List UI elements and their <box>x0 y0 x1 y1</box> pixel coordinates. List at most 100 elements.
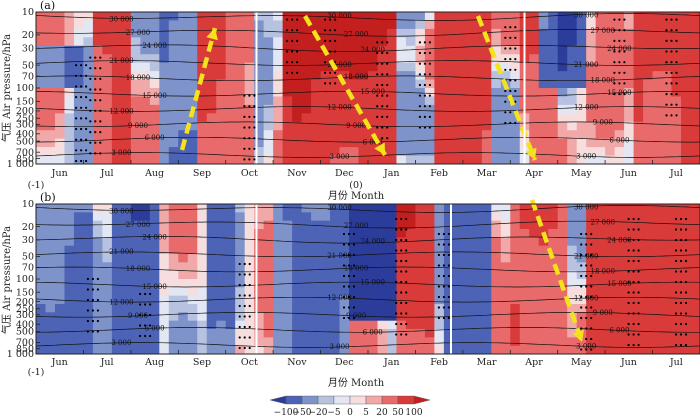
field-cell <box>652 147 663 156</box>
field-cell <box>681 104 691 114</box>
field-cell <box>187 155 198 164</box>
field-cell <box>453 45 464 55</box>
field-cell <box>187 329 198 338</box>
field-cell <box>358 220 369 230</box>
field-cell <box>273 312 284 322</box>
field-cell <box>130 270 141 280</box>
field-cell <box>140 229 151 238</box>
field-cell <box>83 130 94 140</box>
field-cell <box>567 121 578 131</box>
field-cell <box>320 138 331 148</box>
field-cell <box>140 62 151 72</box>
x-tick-label: Jul <box>100 357 114 368</box>
field-cell <box>434 147 445 156</box>
field-cell <box>586 20 597 30</box>
field-cell <box>254 204 265 213</box>
significance-dot <box>674 333 678 336</box>
field-cell <box>273 96 284 106</box>
field-cell <box>273 45 284 55</box>
significance-dot <box>80 106 83 109</box>
field-cell <box>140 245 151 255</box>
significance-dot <box>381 137 384 140</box>
significance-dot <box>442 253 445 257</box>
field-cell <box>605 96 616 106</box>
significance-dot <box>386 51 389 55</box>
field-cell <box>320 147 331 156</box>
field-cell <box>434 71 445 80</box>
field-cell <box>548 147 559 156</box>
significance-dot <box>679 249 683 252</box>
field-cell <box>273 254 284 263</box>
significance-dot <box>334 61 337 64</box>
field-cell <box>500 138 511 148</box>
field-cell <box>64 237 75 247</box>
field-cell <box>225 304 236 313</box>
field-cell <box>263 96 274 106</box>
significance-dot <box>75 106 78 109</box>
field-cell <box>36 130 46 140</box>
field-cell <box>510 329 521 338</box>
x-tick-label: Nov <box>287 357 307 368</box>
field-cell <box>235 304 246 313</box>
field-cell <box>681 88 691 97</box>
field-cell <box>36 79 46 89</box>
field-cell <box>301 45 312 55</box>
significance-dot <box>590 327 593 330</box>
significance-dot <box>253 115 256 118</box>
field-cell <box>64 312 75 322</box>
significance-dot <box>248 147 251 150</box>
field-cell <box>273 20 284 30</box>
significance-dot <box>324 18 327 21</box>
field-cell <box>339 130 350 140</box>
field-cell <box>491 245 502 255</box>
field-cell <box>301 79 312 89</box>
field-cell <box>358 79 369 89</box>
field-cell <box>405 254 416 263</box>
field-cell <box>614 262 625 272</box>
field-cell <box>405 96 416 106</box>
significance-dot <box>509 89 512 93</box>
significance-dot <box>627 217 630 221</box>
field-cell <box>624 147 634 156</box>
field-cell <box>83 262 94 272</box>
field-cell <box>140 96 151 106</box>
field-cell <box>178 88 189 97</box>
significance-dot <box>442 295 445 299</box>
field-cell <box>576 147 587 156</box>
field-cell <box>662 130 672 140</box>
field-cell <box>282 295 293 305</box>
field-cell <box>605 138 616 148</box>
field-cell <box>102 113 113 123</box>
field-cell <box>273 130 284 140</box>
field-cell <box>500 304 511 313</box>
field-cell <box>330 204 340 213</box>
field-cell <box>111 138 122 148</box>
field-cell <box>500 287 511 297</box>
field-cell <box>690 130 700 140</box>
field-cell <box>320 337 331 347</box>
field-cell <box>45 229 56 238</box>
significance-dot <box>670 114 673 117</box>
field-cell <box>671 104 682 114</box>
field-cell <box>301 104 312 114</box>
field-cell <box>377 304 388 313</box>
field-cell <box>671 130 682 140</box>
significance-dot <box>352 243 356 246</box>
field-cell <box>130 45 141 55</box>
significance-dot <box>679 333 683 336</box>
significance-dot <box>665 93 668 96</box>
significance-dot <box>80 85 83 88</box>
field-cell <box>149 337 160 347</box>
field-cell <box>500 329 511 338</box>
field-cell <box>624 62 634 72</box>
field-cell <box>472 147 483 156</box>
field-cell <box>557 337 568 347</box>
field-cell <box>491 295 502 305</box>
field-cell <box>605 329 616 338</box>
field-cell <box>263 45 274 55</box>
field-cell <box>529 220 540 230</box>
panel-b-year-marker-prev: (-1) <box>28 367 45 378</box>
field-cell <box>292 245 302 255</box>
field-cell <box>529 130 540 140</box>
field-cell <box>216 270 227 280</box>
